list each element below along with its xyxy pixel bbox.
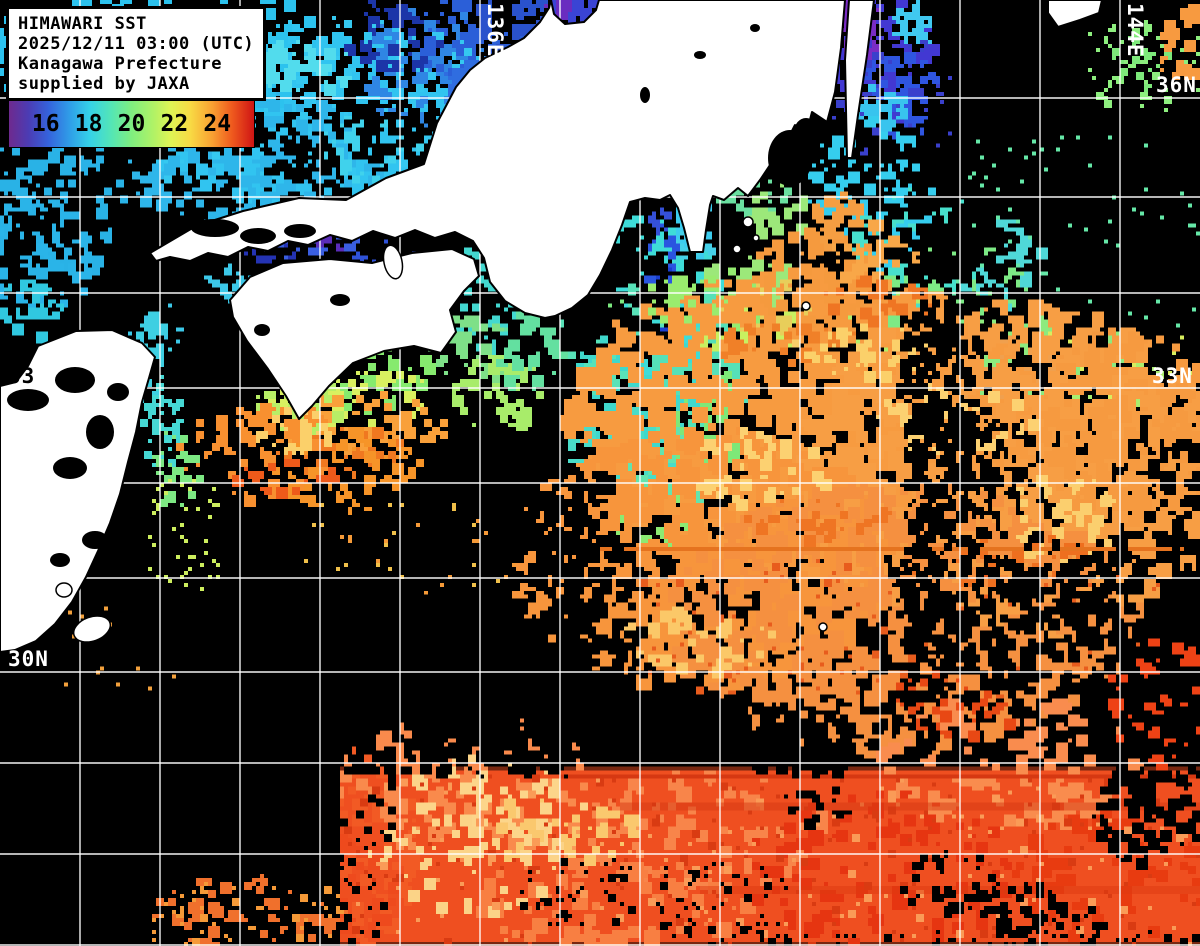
cloud-patch — [330, 294, 350, 306]
colorbar-tick: 18 — [74, 111, 103, 137]
colorbar-tick: 24 — [203, 111, 232, 137]
title-box: HIMAWARI SST 2025/12/11 03:00 (UTC) Kana… — [6, 6, 267, 101]
landmass-coast-hook-ne — [1047, 0, 1103, 28]
cloud-patch — [82, 531, 108, 549]
island-islet-2 — [732, 244, 742, 254]
geo-label-136e: 136E — [483, 3, 507, 58]
landmass-coast-strip-east — [844, 0, 875, 159]
landmass-honshu — [149, 0, 846, 319]
cloud-patch — [794, 118, 818, 146]
cloud-patch — [7, 389, 49, 411]
provider: Kanagawa Prefecture — [18, 54, 222, 74]
landmass-shikoku — [229, 248, 480, 420]
cloud-patch — [107, 383, 129, 401]
island-islet-5 — [818, 622, 828, 632]
cloud-patch — [191, 219, 239, 237]
island-island-w — [55, 582, 73, 598]
temperature-colorbar: 16 18 20 22 24 — [8, 100, 255, 148]
island-islet-4 — [801, 301, 811, 311]
timestamp: 2025/12/11 03:00 (UTC) — [18, 34, 255, 54]
colorbar-tick: 22 — [160, 111, 189, 137]
geo-label-36n: 36N — [1156, 73, 1197, 97]
geo-label-33: 33 — [8, 364, 36, 388]
island-shapes — [55, 216, 828, 643]
cloud-patch — [694, 51, 706, 59]
cloud-patch — [86, 415, 114, 449]
geo-label-144e: 144E — [1123, 3, 1147, 58]
land-shapes — [0, 0, 1103, 653]
colorbar-tick: 20 — [117, 111, 146, 137]
cloud-patch — [640, 87, 650, 103]
island-island-sw — [72, 615, 112, 643]
data-source: supplied by JAXA — [18, 74, 190, 94]
geo-label-30n: 30N — [8, 647, 49, 671]
island-awaji — [382, 244, 404, 280]
cloud-patch — [254, 324, 270, 336]
island-islet-1 — [742, 216, 754, 228]
cloud-patches — [7, 24, 818, 567]
cloud-patch — [53, 457, 87, 479]
cloud-patch — [284, 224, 316, 238]
colorbar-tick: 16 — [31, 111, 60, 137]
cloud-patch — [50, 553, 70, 567]
product-title: HIMAWARI SST — [18, 14, 147, 34]
cloud-patch — [750, 24, 760, 32]
cloud-patch — [240, 228, 276, 244]
geo-label-33n: 33N — [1152, 364, 1193, 388]
cloud-patch — [55, 367, 95, 393]
island-islet-3 — [752, 234, 760, 242]
